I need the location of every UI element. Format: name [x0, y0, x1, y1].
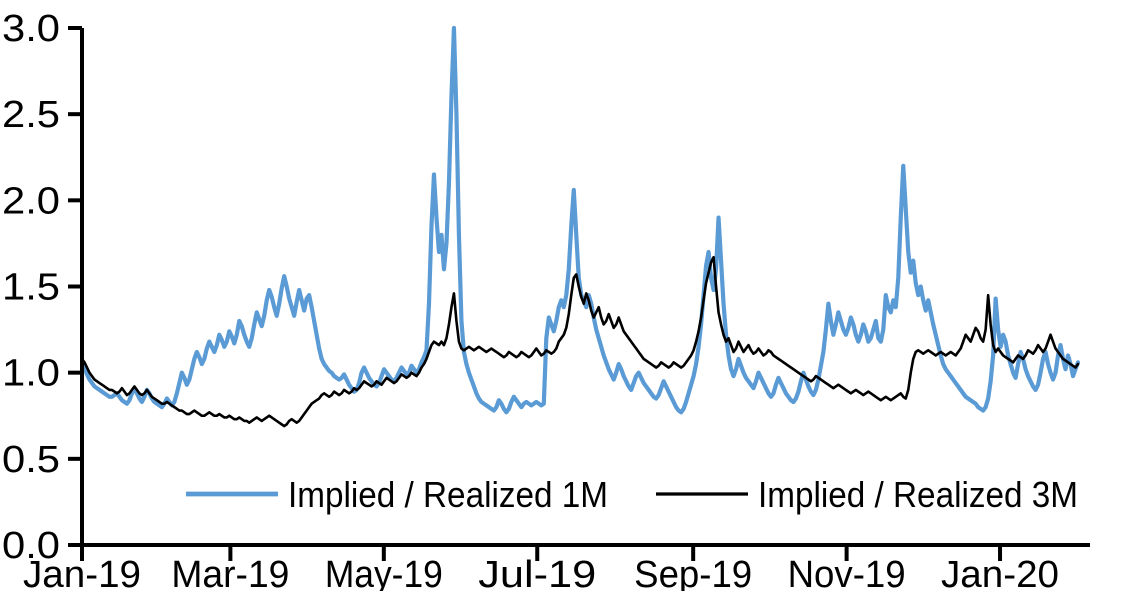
x-tick-label: Mar-19	[171, 554, 289, 591]
legend-item[interactable]: Implied / Realized 3M	[656, 474, 1078, 515]
legend-item[interactable]: Implied / Realized 1M	[186, 474, 608, 515]
y-tick-labels: 0.0 0.5 1.0 1.5 2.0 2.5 3.0	[2, 8, 60, 567]
series-line-1m	[79, 25, 1081, 415]
y-tick-label: 1.0	[2, 353, 60, 395]
x-tick-label: Nov-19	[788, 554, 906, 591]
y-axis	[68, 26, 84, 547]
y-tick-label: 3.0	[2, 8, 60, 50]
y-tick-label: 0.5	[2, 439, 60, 481]
legend-label: Implied / Realized 1M	[288, 474, 608, 515]
y-tick-label: 0.0	[2, 525, 60, 567]
x-tick-label: May-19	[325, 554, 443, 591]
y-tick-label: 2.0	[2, 180, 60, 222]
x-axis	[80, 543, 1090, 561]
y-tick-label: 1.5	[2, 267, 60, 309]
y-tick-label: 2.5	[2, 94, 60, 136]
x-tick-label: Jul-19	[478, 554, 596, 591]
chart-legend: Implied / Realized 1M Implied / Realized …	[186, 474, 1078, 515]
x-tick-labels: Jan-19 Mar-19 May-19 Jul-19 Sep-19 Nov-19 Jan-…	[23, 554, 1059, 591]
x-tick-label: Jan-20	[941, 554, 1059, 591]
legend-label: Implied / Realized 3M	[758, 474, 1078, 515]
plot-series-group	[79, 25, 1081, 428]
x-tick-label: Sep-19	[634, 554, 752, 591]
x-tick-label: Jan-19	[23, 554, 141, 591]
series-line-3m	[80, 255, 1080, 428]
